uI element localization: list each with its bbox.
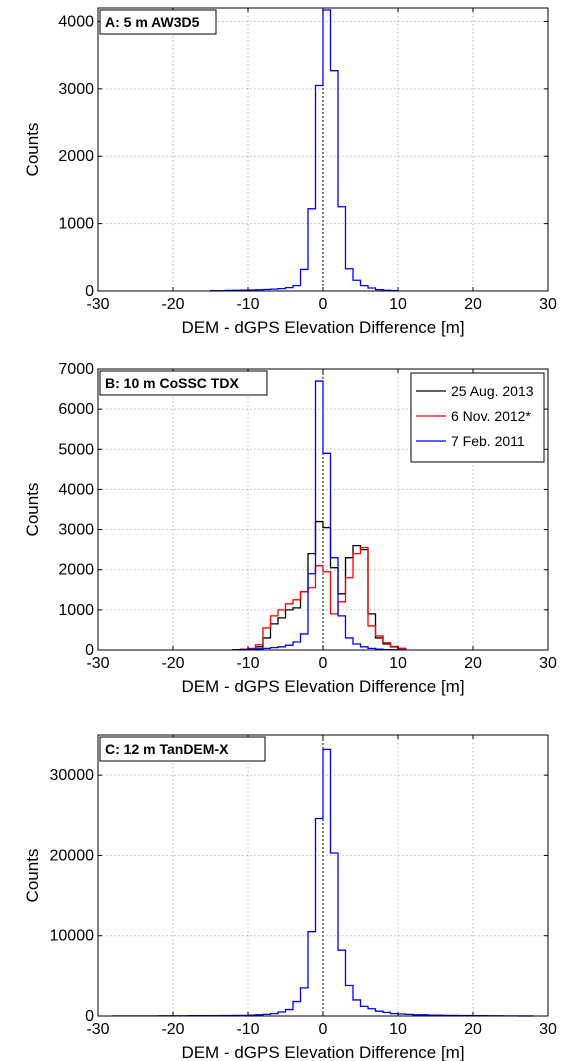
y-tick-label: 20000 bbox=[50, 847, 95, 864]
y-tick-label: 6000 bbox=[58, 401, 94, 418]
y-tick-label: 7000 bbox=[58, 361, 94, 378]
x-tick-label: -10 bbox=[236, 1021, 259, 1038]
histogram-series-7-feb-2011 bbox=[232, 380, 407, 651]
x-tick-label: 30 bbox=[539, 296, 557, 313]
x-tick-label: -20 bbox=[161, 655, 184, 672]
x-axis-label: DEM - dGPS Elevation Difference [m] bbox=[181, 318, 464, 337]
panel-b: -30 -20 -10 0 10 20 30 0 1000 2000 3000 4000 5000 600… bbox=[23, 361, 557, 696]
y-tick-label: 0 bbox=[85, 642, 94, 659]
legend-entry: 6 Nov. 2012* bbox=[451, 408, 531, 424]
panel-label: C: 12 m TanDEM-X bbox=[105, 741, 229, 757]
legend-entry: 25 Aug. 2013 bbox=[451, 383, 534, 399]
y-tick-label: 3000 bbox=[58, 81, 94, 98]
x-tick-label: -30 bbox=[86, 655, 109, 672]
x-tick-label: 30 bbox=[539, 1021, 557, 1038]
x-tick-label: 10 bbox=[389, 1021, 407, 1038]
panel-a: -30 -20 -10 0 10 20 30 0 1000 2000 3000 4000 DEM - d… bbox=[23, 7, 557, 337]
y-tick-label: 30000 bbox=[50, 767, 95, 784]
y-tick-label: 2000 bbox=[58, 562, 94, 579]
x-tick-label: 30 bbox=[539, 655, 557, 672]
histogram-series-6-nov-2012 bbox=[232, 546, 407, 651]
x-tick-label: -30 bbox=[86, 1021, 109, 1038]
legend: 25 Aug. 2013 6 Nov. 2012* 7 Feb. 2011 bbox=[410, 372, 545, 463]
x-axis-label: DEM - dGPS Elevation Difference [m] bbox=[181, 677, 464, 696]
x-tick-label: 20 bbox=[464, 1021, 482, 1038]
y-axis-label: Counts bbox=[23, 483, 42, 537]
x-tick-label: -20 bbox=[161, 1021, 184, 1038]
x-tick-label: 10 bbox=[389, 655, 407, 672]
panel-label-box bbox=[99, 370, 268, 396]
y-tick-label: 1000 bbox=[58, 602, 94, 619]
y-tick-label: 4000 bbox=[58, 481, 94, 498]
panel-label-box bbox=[99, 9, 217, 35]
panel-label-box bbox=[99, 736, 266, 762]
legend-entry: 7 Feb. 2011 bbox=[451, 433, 525, 449]
y-axis-label: Counts bbox=[23, 849, 42, 903]
x-tick-label: 0 bbox=[319, 1021, 328, 1038]
panel-c: -30 -20 -10 0 10 20 30 0 10000 20000 30000 DEM - dG… bbox=[23, 734, 557, 1061]
histogram-series-25-aug-2013 bbox=[232, 520, 407, 651]
x-axis-label: DEM - dGPS Elevation Difference [m] bbox=[181, 1043, 464, 1061]
legend-box bbox=[410, 372, 545, 463]
x-tick-label: -10 bbox=[236, 655, 259, 672]
x-tick-label: -10 bbox=[236, 296, 259, 313]
panel-label: A: 5 m AW3D5 bbox=[105, 14, 200, 30]
y-tick-label: 10000 bbox=[50, 928, 95, 945]
y-tick-label: 0 bbox=[85, 283, 94, 300]
histogram-series-counts bbox=[209, 9, 399, 292]
x-tick-label: 10 bbox=[389, 296, 407, 313]
panel-label: B: 10 m CoSSC TDX bbox=[105, 375, 239, 391]
x-tick-label: -30 bbox=[86, 296, 109, 313]
x-tick-label: 20 bbox=[464, 655, 482, 672]
x-tick-label: 0 bbox=[319, 296, 328, 313]
y-tick-label: 0 bbox=[85, 1008, 94, 1025]
y-tick-label: 2000 bbox=[58, 148, 94, 165]
y-tick-label: 4000 bbox=[58, 13, 94, 30]
x-tick-label: -20 bbox=[161, 296, 184, 313]
y-tick-label: 3000 bbox=[58, 522, 94, 539]
y-axis-label: Counts bbox=[23, 123, 42, 177]
x-tick-label: 20 bbox=[464, 296, 482, 313]
y-tick-label: 5000 bbox=[58, 441, 94, 458]
y-tick-label: 1000 bbox=[58, 216, 94, 233]
x-tick-label: 0 bbox=[319, 655, 328, 672]
